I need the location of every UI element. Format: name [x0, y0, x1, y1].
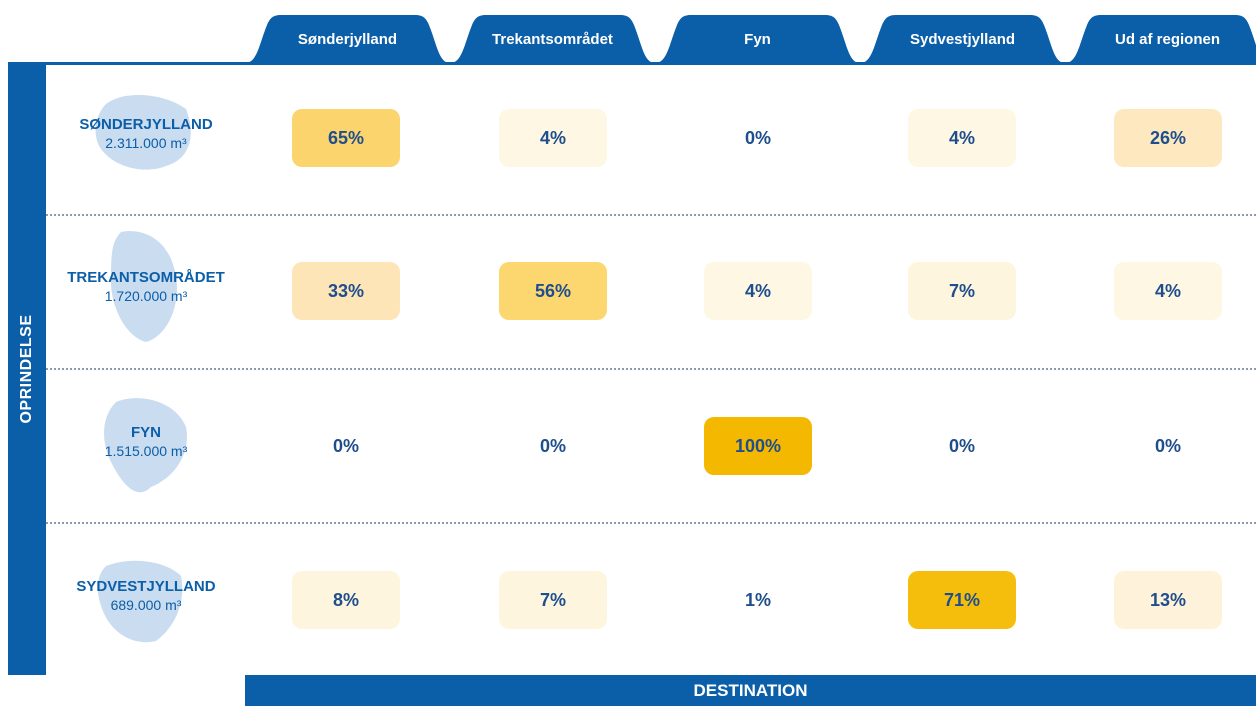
bottom-label: DESTINATION — [693, 680, 808, 700]
row-label: FYN 1.515.000 m³ — [46, 397, 246, 492]
share-cell: 100% — [704, 417, 812, 475]
side-bar: OPRINDELSE — [8, 62, 46, 675]
share-cell: 65% — [292, 109, 400, 167]
share-cell: 0% — [332, 435, 359, 456]
region-volume: 1.720.000 m³ — [104, 288, 188, 304]
region-name: SØNDERJYLLAND — [79, 116, 213, 133]
share-cell: 13% — [1114, 571, 1222, 629]
column-label: Sønderjylland — [297, 30, 398, 48]
region-volume: 1.515.000 m³ — [104, 443, 188, 459]
share-cell: 4% — [704, 262, 812, 320]
column-label: Sydvestjylland — [909, 30, 1016, 48]
region-map — [97, 560, 183, 642]
row-label: TREKANTSOMRÅDET 1.720.000 m³ — [46, 230, 246, 342]
row-label: SYDVESTJYLLAND 689.000 m³ — [46, 560, 246, 642]
share-cell: 56% — [499, 262, 607, 320]
row-separator — [46, 522, 1256, 524]
share-cell: 4% — [908, 109, 1016, 167]
region-map — [95, 94, 191, 170]
region-map — [111, 230, 177, 342]
share-cell: 7% — [908, 262, 1016, 320]
column-label: Ud af regionen — [1114, 30, 1220, 48]
bottom-bar: DESTINATION — [245, 675, 1256, 706]
column-tab: Sønderjylland — [245, 15, 450, 63]
tab-shape — [655, 15, 860, 63]
column-label: Fyn — [744, 30, 771, 48]
column-tab: Fyn — [655, 15, 860, 63]
share-cell: 33% — [292, 262, 400, 320]
tab-shape — [245, 15, 450, 63]
column-tab: Sydvestjylland — [860, 15, 1065, 63]
row-separator — [46, 368, 1256, 370]
top-rule — [8, 62, 1256, 65]
tab-shape — [860, 15, 1065, 63]
column-label: Trekantsområdet — [492, 30, 613, 48]
region-volume: 689.000 m³ — [110, 597, 182, 613]
share-cell: 0% — [744, 127, 771, 148]
row-separator — [46, 214, 1256, 216]
tab-shape — [450, 15, 655, 63]
share-cell: 8% — [292, 571, 400, 629]
share-cell: 26% — [1114, 109, 1222, 167]
share-cell: 1% — [744, 589, 771, 610]
row-label: SØNDERJYLLAND 2.311.000 m³ — [46, 94, 246, 170]
region-map — [104, 397, 187, 492]
share-cell: 4% — [499, 109, 607, 167]
share-cell: 71% — [908, 571, 1016, 629]
column-tab: Ud af regionen — [1065, 15, 1256, 63]
tab-shape — [1065, 15, 1256, 63]
side-label: OPRINDELSE — [18, 313, 35, 424]
column-tab: Trekantsområdet — [450, 15, 655, 63]
region-name: SYDVESTJYLLAND — [76, 578, 216, 595]
share-cell: 0% — [1154, 435, 1181, 456]
region-name: FYN — [131, 424, 161, 441]
share-cell: 0% — [539, 435, 566, 456]
region-volume: 2.311.000 m³ — [105, 135, 187, 151]
region-name: TREKANTSOMRÅDET — [67, 269, 225, 286]
share-cell: 7% — [499, 571, 607, 629]
share-cell: 4% — [1114, 262, 1222, 320]
share-cell: 0% — [948, 435, 975, 456]
